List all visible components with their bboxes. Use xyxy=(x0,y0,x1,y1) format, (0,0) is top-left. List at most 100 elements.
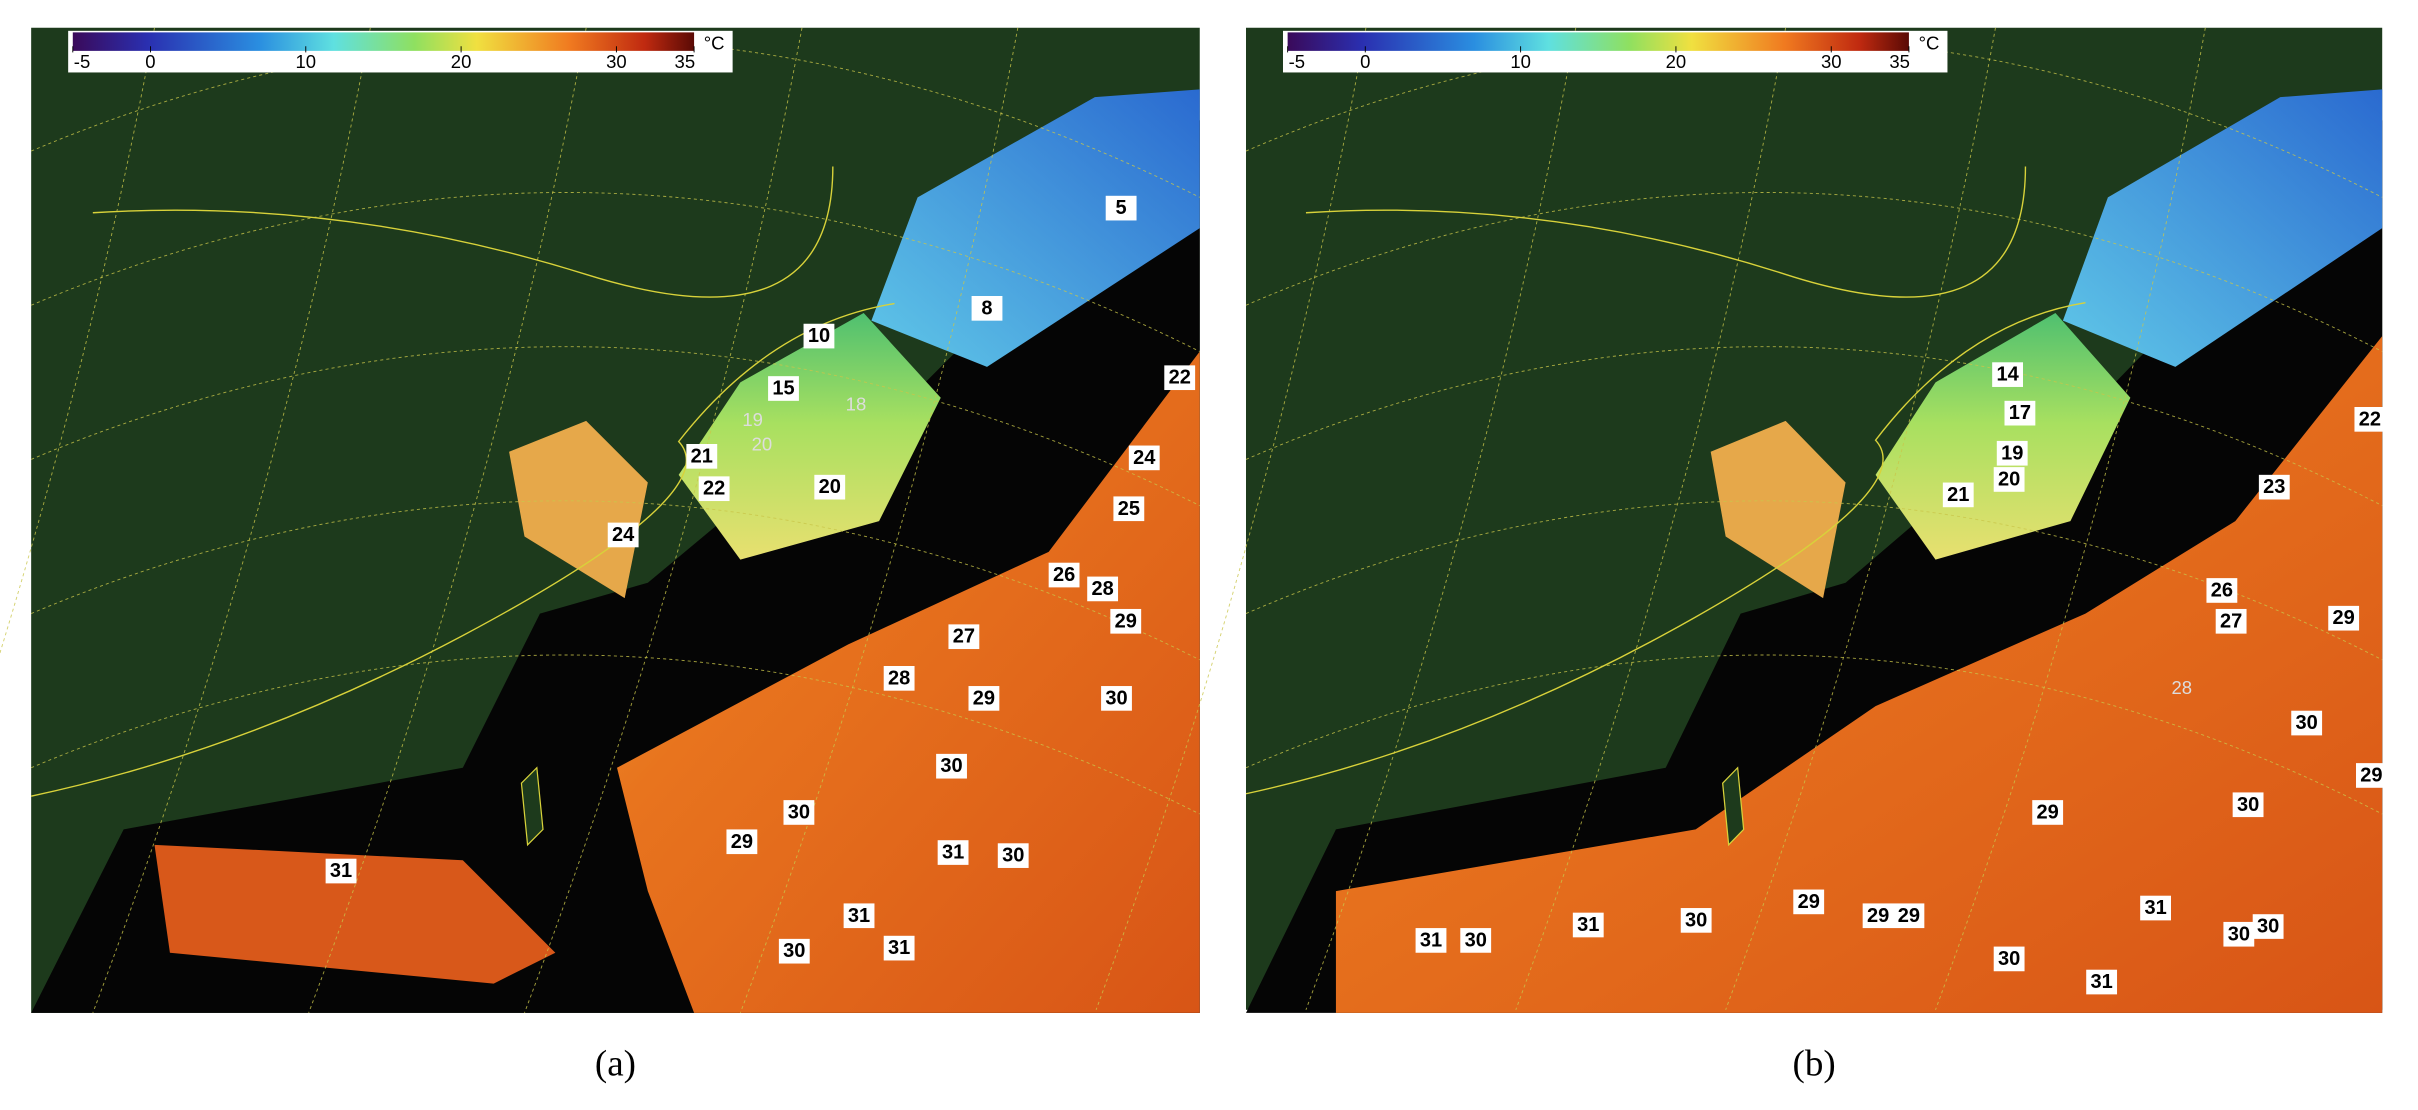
isotherm-label: 30 xyxy=(1105,687,1127,709)
colorbar-tick-label: 30 xyxy=(1821,51,1842,72)
label-box xyxy=(1992,362,2023,387)
taiwan xyxy=(1722,766,1745,847)
label-box xyxy=(2354,407,2386,432)
isotherm-label: 31 xyxy=(1420,929,1442,951)
label-box xyxy=(698,476,730,502)
label-box xyxy=(1793,889,1825,915)
colorbar-tick-label: -5 xyxy=(74,51,90,72)
isotherm-label: 8 xyxy=(981,297,992,319)
isotherm-label: 29 xyxy=(973,687,995,709)
isotherm-label: 29 xyxy=(2360,764,2382,786)
colorbar-tick-label: 30 xyxy=(606,51,627,72)
label-box xyxy=(686,444,718,469)
label-box xyxy=(1996,440,2028,466)
label-box xyxy=(883,935,915,961)
isotherm-label: 24 xyxy=(1133,447,1156,469)
label-box xyxy=(2291,710,2323,736)
isotherm-label: 31 xyxy=(1577,914,1599,936)
label-box xyxy=(2356,763,2387,788)
grid-line xyxy=(1245,37,2383,198)
colorbar-unit: °C xyxy=(704,33,725,54)
label-box xyxy=(325,858,357,884)
label-box xyxy=(948,624,980,650)
map-panel xyxy=(1095,27,2383,1013)
label-box xyxy=(1110,608,1142,634)
coastline xyxy=(1245,302,2086,795)
isotherm-label: 30 xyxy=(788,801,810,823)
isotherm-label: 30 xyxy=(1465,929,1487,951)
colorbar-tick-label: 0 xyxy=(1360,51,1370,72)
isotherm-label: 31 xyxy=(888,937,910,959)
grid-line xyxy=(0,27,155,655)
border xyxy=(1305,166,2027,298)
isotherm-label: 29 xyxy=(1798,891,1820,913)
label-box xyxy=(1087,576,1119,602)
label-box xyxy=(936,753,967,779)
isotherm-label: 30 xyxy=(1998,948,2020,970)
isotherm-label: 31 xyxy=(942,842,964,864)
border xyxy=(92,166,834,298)
label-box xyxy=(997,843,1029,868)
label-box xyxy=(1048,562,1080,588)
label-box xyxy=(2215,608,2247,634)
isotherm-label: 28 xyxy=(2172,677,2193,698)
isotherm-label: 31 xyxy=(848,905,870,927)
isotherm-label: 10 xyxy=(808,325,830,347)
label-box xyxy=(971,296,1003,321)
yellow-sea xyxy=(509,420,648,599)
colorbar-tick-label: 10 xyxy=(295,51,316,72)
isotherm-label: 30 xyxy=(2257,916,2279,938)
label-box xyxy=(2140,895,2171,921)
isotherm-label: 15 xyxy=(772,378,794,400)
grid-line xyxy=(30,654,1200,815)
isotherm-label: 21 xyxy=(1947,484,1969,506)
label-box xyxy=(1993,946,2025,972)
label-box xyxy=(2086,969,2118,995)
label-box xyxy=(1942,482,1974,508)
yellow-sea xyxy=(1710,420,1846,599)
isotherm-label: 27 xyxy=(2220,610,2242,632)
warm-sea xyxy=(1335,336,2383,1013)
isotherm-label: 29 xyxy=(1867,905,1889,927)
label-box xyxy=(2328,605,2360,631)
panel-caption: (b) xyxy=(1793,1043,1836,1084)
label-box xyxy=(2232,792,2264,818)
label-box xyxy=(1460,928,1492,953)
isotherm-label: 31 xyxy=(2090,971,2112,993)
isotherm-label: 28 xyxy=(1091,578,1113,600)
isotherm-label: 30 xyxy=(2228,923,2250,945)
cold-sea xyxy=(2062,89,2383,367)
label-box xyxy=(1113,496,1145,522)
grid-line xyxy=(30,192,1200,352)
isotherm-label: 22 xyxy=(2359,408,2381,430)
isotherm-label: 29 xyxy=(731,831,753,853)
label-box xyxy=(783,800,815,825)
label-box xyxy=(1101,686,1132,711)
isotherm-label: 31 xyxy=(2144,897,2166,919)
colorbar-tick-label: 20 xyxy=(451,51,472,72)
grid-line xyxy=(30,500,1200,661)
isotherm-label: 29 xyxy=(2333,607,2355,629)
colorbar xyxy=(1287,32,1909,51)
label-box xyxy=(726,829,758,855)
label-box xyxy=(1993,467,2025,492)
grid-line xyxy=(308,27,587,1014)
label-box xyxy=(1862,903,1894,929)
isotherm-label: 18 xyxy=(846,393,867,414)
colorbar-unit: °C xyxy=(1919,33,1940,54)
isotherm-label: 30 xyxy=(2296,712,2318,734)
isotherm-label: 20 xyxy=(819,476,841,498)
colorbar-tick-label: 35 xyxy=(1889,51,1910,72)
label-box xyxy=(2252,914,2284,939)
label-box xyxy=(2004,400,2036,426)
colorbar-tick-label: 35 xyxy=(675,51,696,72)
grid-line xyxy=(524,27,803,1014)
isotherm-label: 26 xyxy=(2211,579,2233,601)
label-box xyxy=(2258,474,2290,500)
isotherm-label: 30 xyxy=(2237,794,2259,816)
isotherm-label: 28 xyxy=(888,667,910,689)
japan-sea xyxy=(678,312,941,560)
taiwan xyxy=(520,766,544,847)
